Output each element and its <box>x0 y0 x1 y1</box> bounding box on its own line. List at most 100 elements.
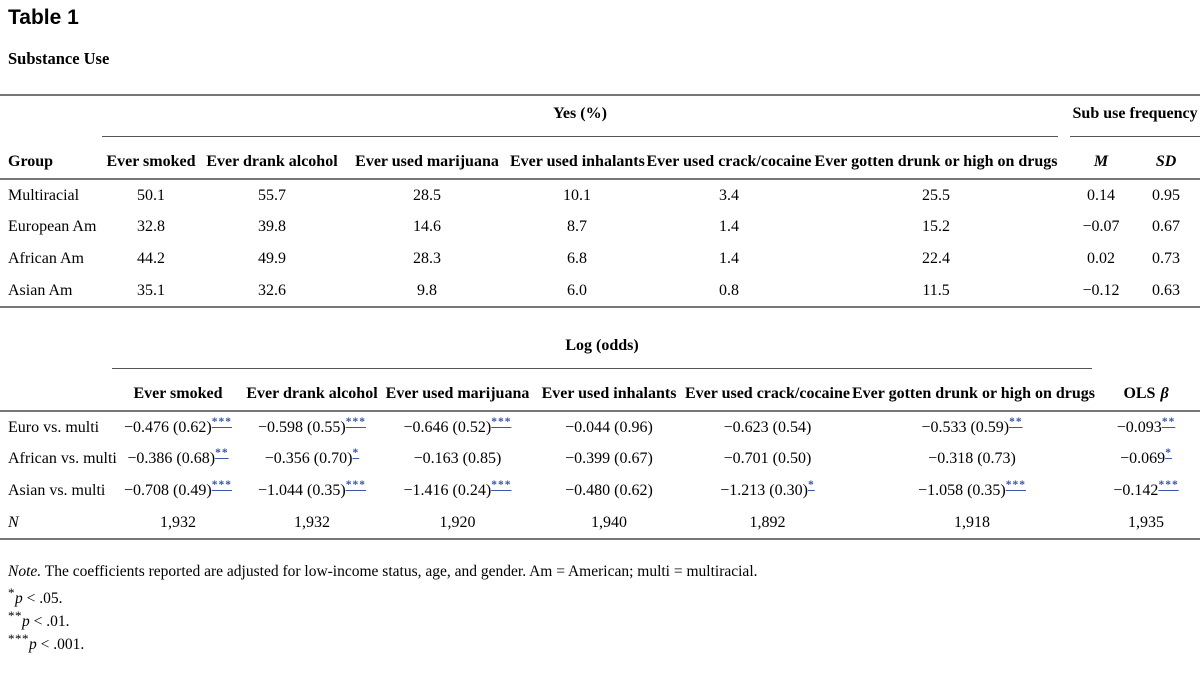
data-cell: 1.4 <box>719 250 739 267</box>
significance-link[interactable]: *** <box>491 479 512 491</box>
data-cell: −0.069* <box>1092 443 1200 475</box>
spacer-cell <box>1058 179 1070 211</box>
empty-cell <box>0 368 112 412</box>
col-header-group: Group <box>0 136 102 180</box>
significance-link[interactable]: *** <box>1158 479 1179 491</box>
log-odds-spanner: Log (odds) <box>112 328 1093 369</box>
table-row: Asian Am 35.1 32.6 9.8 6.0 0.8 11.5 −0.12 0.63 <box>0 275 1200 307</box>
data-cell: −0.701 (0.50) <box>683 443 852 475</box>
significance-link[interactable]: * <box>352 447 360 459</box>
data-cell: −0.623 (0.54) <box>683 411 852 443</box>
col-header-mean: M <box>1070 136 1133 180</box>
table-row: African vs. multi −0.386 (0.68)** −0.356 (… <box>0 443 1200 475</box>
col-header-ever-drunk-high: Ever gotten drunk or high on drugs <box>814 136 1059 180</box>
coefficient-value: −0.598 (0.55) <box>258 418 346 436</box>
data-cell: −0.163 (0.85) <box>380 443 535 475</box>
table-row: Asian vs. multi −0.708 (0.49)*** −1.044 (0… <box>0 475 1200 507</box>
footnote-p05: *p < .05. <box>8 585 63 607</box>
data-cell: 1,892 <box>749 513 786 531</box>
col-header-ever-smoked: Ever smoked <box>112 368 244 412</box>
data-cell: −0.07 <box>1082 218 1120 235</box>
coefficient-value: −0.386 (0.68) <box>127 450 216 467</box>
data-cell: 0.02 <box>1087 250 1116 267</box>
data-cell: 6.0 <box>567 281 587 299</box>
data-cell: 1.4 <box>719 218 739 235</box>
coefficient-value: −0.356 (0.70) <box>264 450 353 467</box>
coefficient-value: −0.069 <box>1120 450 1166 467</box>
spacer-cell <box>1058 243 1070 275</box>
col-header-ever-smoked: Ever smoked <box>102 136 200 180</box>
col-header-ever-used-crack-cocaine: Ever used crack/cocaine <box>683 368 852 412</box>
coefficient-value: −0.701 (0.50) <box>723 450 812 467</box>
data-cell: 22.4 <box>922 250 951 267</box>
significance-link[interactable]: * <box>1165 447 1172 459</box>
data-cell: −0.480 (0.62) <box>535 475 683 507</box>
asterisk-marker: * <box>8 585 15 600</box>
coefficient-value: −0.093 <box>1116 418 1162 436</box>
data-cell: 14.6 <box>413 218 441 235</box>
data-cell: 39.8 <box>258 218 286 235</box>
significance-link[interactable]: *** <box>1005 479 1026 491</box>
note-lead: Note. <box>8 563 42 580</box>
data-cell: −0.318 (0.73) <box>852 443 1092 475</box>
coefficient-value: −0.646 (0.52) <box>403 418 492 436</box>
coefficient-value: −0.533 (0.59) <box>921 418 1010 436</box>
log-table-body: Euro vs. multi −0.476 (0.62)*** −0.598 (0.… <box>0 411 1200 539</box>
coefficient-value: −0.399 (0.67) <box>565 450 653 467</box>
data-cell: −1.213 (0.30)* <box>683 475 852 507</box>
yes-percent-spanner: Yes (%) <box>102 95 1059 137</box>
data-cell: 35.1 <box>137 281 165 299</box>
spacer-cell <box>1058 136 1071 180</box>
table-note: Note. The coefficients reported are adju… <box>8 563 1200 581</box>
significance-link[interactable]: * <box>807 479 815 491</box>
sample-size-row: N 1,932 1,932 1,920 1,940 1,892 1,918 1,935 <box>0 507 1200 539</box>
significance-link[interactable]: ** <box>215 447 229 459</box>
table-row: Euro vs. multi −0.476 (0.62)*** −0.598 (0.… <box>0 411 1200 443</box>
row-label: N <box>8 513 19 531</box>
data-cell: 1,935 <box>1128 513 1165 531</box>
data-cell: 25.5 <box>922 186 951 204</box>
data-cell: 0.14 <box>1087 186 1116 204</box>
footnote-p001: ***p < .001. <box>8 631 85 653</box>
coefficient-value: −0.623 (0.54) <box>723 418 812 436</box>
data-cell: 0.67 <box>1152 218 1181 235</box>
significance-link[interactable]: *** <box>211 415 232 428</box>
significance-link[interactable]: *** <box>211 479 232 491</box>
data-cell: 28.5 <box>413 186 441 204</box>
data-cell: 3.4 <box>719 186 739 204</box>
asterisk-marker: ** <box>8 608 22 623</box>
col-header-ever-used-crack-cocaine: Ever used crack/cocaine <box>644 136 814 180</box>
sub-use-frequency-spanner: Sub use frequency <box>1070 95 1200 137</box>
data-cell: 10.1 <box>563 186 591 204</box>
significance-link[interactable]: *** <box>491 415 512 428</box>
coefficient-value: −0.044 (0.96) <box>565 418 653 436</box>
data-cell: −0.386 (0.68)** <box>112 443 244 475</box>
data-cell: −1.044 (0.35)*** <box>244 475 380 507</box>
significance-link[interactable]: ** <box>1161 415 1176 428</box>
col-header-ever-drank-alcohol: Ever drank alcohol <box>200 136 344 180</box>
significance-footnotes: *p < .05. **p < .01. ***p < .001. <box>8 585 1200 656</box>
coefficient-value: −0.142 <box>1113 482 1159 499</box>
table-row: African Am 44.2 49.9 28.3 6.8 1.4 22.4 0.02 0.73 <box>0 243 1200 275</box>
coefficient-value: −0.163 (0.85) <box>413 450 502 467</box>
spacer-cell <box>1058 211 1070 243</box>
table-number-label: Table 1 <box>8 6 79 29</box>
col-header-ever-used-inhalants: Ever used inhalants <box>535 368 683 412</box>
empty-cell <box>0 95 102 137</box>
data-cell: −0.646 (0.52)*** <box>380 411 535 443</box>
significance-link[interactable]: ** <box>1009 415 1023 428</box>
data-cell: 11.5 <box>922 281 950 299</box>
row-label: Asian Am <box>8 281 73 299</box>
data-cell: −0.598 (0.55)*** <box>244 411 380 443</box>
data-cell: 6.8 <box>567 250 587 267</box>
coefficient-value: −1.213 (0.30) <box>720 482 808 499</box>
empty-cell <box>0 328 112 369</box>
data-cell: −0.093** <box>1092 411 1200 443</box>
significance-link[interactable]: *** <box>345 479 366 491</box>
row-label: African vs. multi <box>8 450 117 467</box>
data-cell: 49.9 <box>258 250 286 267</box>
col-header-ever-used-marijuana: Ever used marijuana <box>380 368 535 412</box>
data-cell: 50.1 <box>137 186 165 204</box>
significance-link[interactable]: *** <box>345 415 366 428</box>
col-header-ever-used-inhalants: Ever used inhalants <box>510 136 645 180</box>
